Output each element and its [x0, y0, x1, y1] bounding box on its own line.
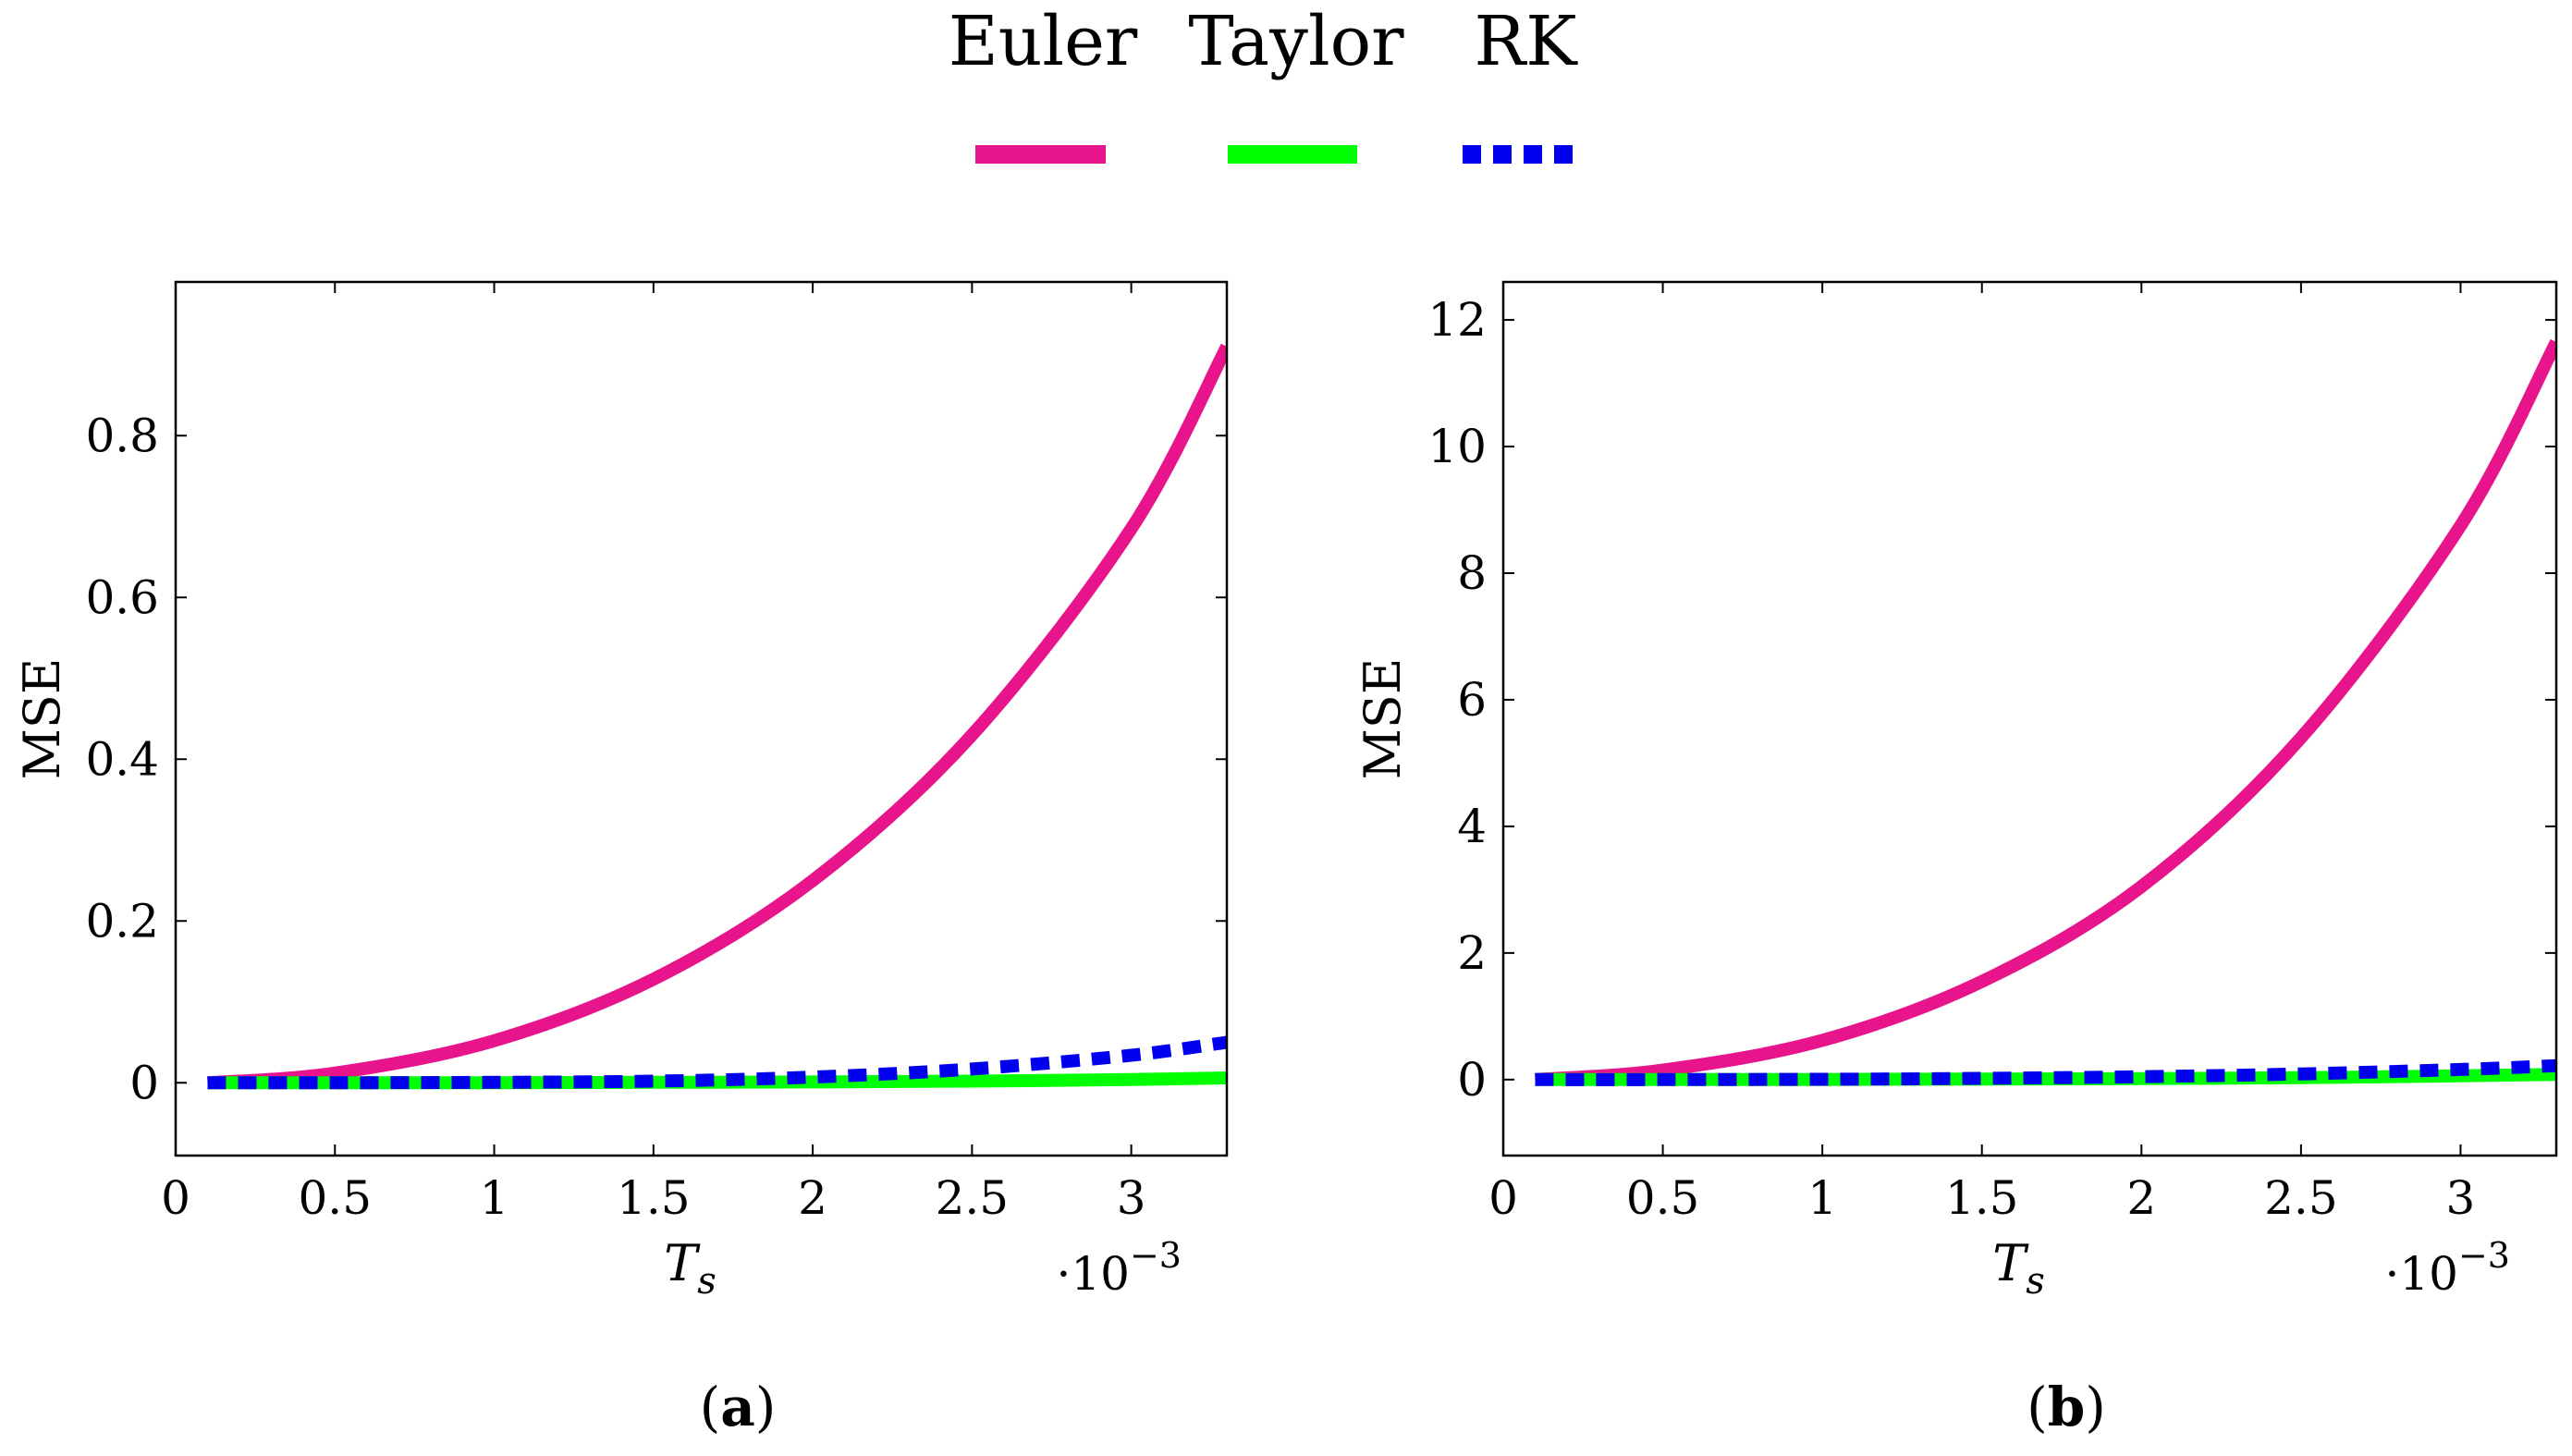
- x-tick-label: 1: [480, 1171, 509, 1225]
- series-line-euler: [1534, 338, 2556, 1086]
- axes-frame: [174, 280, 1229, 1157]
- x-tick-label: 2: [798, 1171, 827, 1225]
- x-tick-label: 3: [2446, 1171, 2476, 1225]
- y-axis-label: MSE: [1353, 658, 1412, 780]
- x-tick-label: 0.5: [299, 1171, 373, 1225]
- legend-label-taylor: Taylor: [1188, 2, 1404, 81]
- y-tick-label: 0: [129, 1056, 159, 1109]
- y-tick-label: 0.4: [85, 732, 159, 786]
- series-line-rk: [1535, 1058, 2556, 1086]
- y-tick-label: 6: [1457, 673, 1487, 727]
- x-tick-label: 2.5: [936, 1171, 1010, 1225]
- series-line-euler: [206, 343, 1227, 1090]
- plot-area: [1534, 338, 2556, 1086]
- x-tick-label: 1.5: [1945, 1171, 2019, 1225]
- panel-label: (a): [700, 1376, 777, 1438]
- y-tick-label: 0.8: [85, 409, 159, 462]
- legend: Euler Taylor RK: [949, 2, 1581, 164]
- x-axis-multiplier: ·10−3: [1056, 1235, 1182, 1301]
- x-tick-label: 1: [1807, 1171, 1837, 1225]
- x-tick-label: 3: [1117, 1171, 1146, 1225]
- y-tick-label: 4: [1457, 800, 1487, 853]
- axes-frame: [1501, 280, 2558, 1157]
- y-tick-label: 0: [1457, 1053, 1487, 1107]
- y-axis-label: MSE: [13, 658, 71, 780]
- x-tick-label: 2: [2126, 1171, 2156, 1225]
- y-tick-label: 0.2: [85, 894, 159, 948]
- panel-b: 0 0.5 1 1.5 2 2.5 3 0 2 4 6 8 10 12 Ts MSE ·10−3 (b): [1353, 280, 2558, 1438]
- panel-label: (b): [2027, 1376, 2106, 1438]
- x-axis-multiplier: ·10−3: [2384, 1235, 2510, 1301]
- series-line-rk: [207, 1035, 1227, 1090]
- y-tick-label: 10: [1427, 420, 1487, 473]
- panel-a: 0 0.5 1 1.5 2 2.5 3 0 0.2 0.4 0.6 0.8 Ts MSE ·10−3 (a): [13, 280, 1229, 1438]
- legend-label-rk: RK: [1475, 2, 1579, 81]
- y-tick-label: 2: [1457, 926, 1487, 980]
- x-tick-label: 2.5: [2264, 1171, 2338, 1225]
- x-axis-label: Ts: [1992, 1234, 2045, 1303]
- legend-label-euler: Euler: [949, 2, 1138, 81]
- x-tick-label: 0.5: [1626, 1171, 1700, 1225]
- y-tick-label: 12: [1427, 293, 1487, 347]
- x-tick-label: 0: [1488, 1171, 1518, 1225]
- plot-area: [206, 343, 1227, 1090]
- x-tick-label: 0: [161, 1171, 190, 1225]
- y-tick-label: 8: [1457, 546, 1487, 600]
- x-tick-label: 1.5: [617, 1171, 691, 1225]
- y-tick-label: 0.6: [85, 570, 159, 624]
- x-axis-label: Ts: [664, 1234, 716, 1303]
